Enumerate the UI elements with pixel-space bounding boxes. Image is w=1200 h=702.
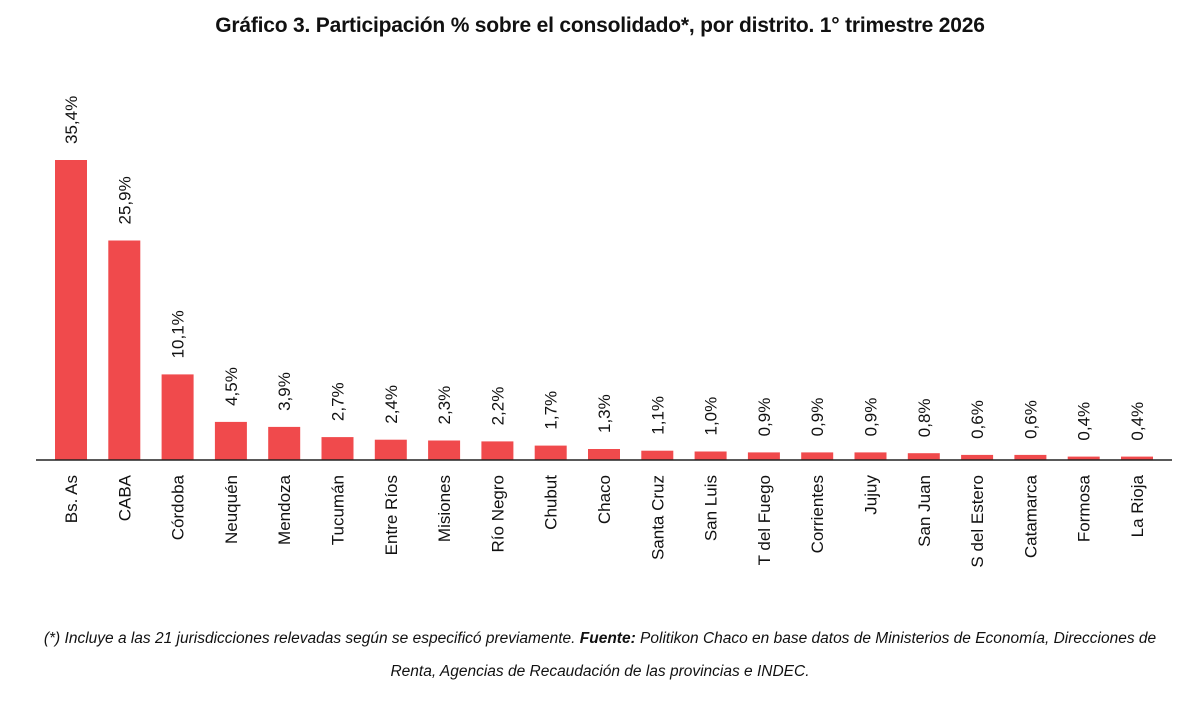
category-label: T del Fuego: [755, 475, 774, 565]
bar-value-label: 0,4%: [1128, 402, 1147, 441]
bar-value-label: 2,2%: [488, 387, 507, 426]
bar: [907, 453, 940, 460]
footnote-note: (*) Incluye a las 21 jurisdicciones rele…: [43, 630, 576, 647]
bar-value-label: 0,6%: [968, 400, 987, 439]
bar-value-label: 0,9%: [862, 398, 881, 437]
bar-value-label: 0,8%: [915, 398, 934, 437]
bar: [268, 426, 301, 460]
bar: [108, 240, 141, 460]
bar: [1121, 456, 1153, 460]
bar-value-label: 2,7%: [329, 382, 348, 421]
category-label: Santa Cruz: [648, 475, 667, 560]
category-label: Chaco: [595, 475, 614, 524]
bars-layer: [55, 160, 1153, 460]
category-label: La Rioja: [1128, 474, 1147, 537]
bar: [481, 441, 514, 460]
category-label: Catamarca: [1021, 474, 1040, 558]
bar-value-label: 1,1%: [648, 396, 667, 435]
category-label: Neuquén: [222, 475, 241, 544]
bar: [747, 452, 780, 460]
bar: [694, 451, 727, 460]
footnote-source-label: Fuente:: [579, 630, 636, 647]
chart-title: Gráfico 3. Participación % sobre el cons…: [215, 14, 985, 37]
category-label: San Juan: [915, 475, 934, 547]
footnote-source-text: Politikon Chaco en base datos de Ministe…: [390, 630, 1157, 680]
category-label: Mendoza: [275, 474, 294, 544]
bar-value-label: 1,7%: [542, 391, 561, 430]
bar: [801, 452, 834, 460]
category-label: Jujuy: [862, 475, 881, 515]
bar: [588, 449, 620, 460]
category-label: Formosa: [1075, 474, 1094, 542]
category-label: Corrientes: [808, 475, 827, 553]
category-label: Bs. As: [62, 475, 81, 523]
category-label: Río Negro: [488, 475, 507, 552]
category-label: Tucumán: [329, 475, 348, 545]
footnote: (*) Incluye a las 21 jurisdicciones rele…: [30, 622, 1170, 688]
bar: [1067, 456, 1100, 460]
bar: [214, 421, 247, 460]
value-labels-layer: 35,4% 25,9% 10,1% 4,5% 3,9% 2,7% 2,4% 2,3% 2,2% 1…: [62, 96, 1147, 441]
bar-value-label: 0,9%: [755, 398, 774, 437]
bar-value-label: 1,3%: [595, 394, 614, 433]
bar: [428, 440, 461, 460]
category-label: Entre Ríos: [382, 475, 401, 555]
bar: [534, 445, 567, 460]
bar: [161, 374, 194, 460]
category-labels-layer: Bs. As CABA Córdoba Neuquén Mendoza Tucumán En…: [62, 474, 1147, 567]
bar-value-label: 1,0%: [702, 397, 721, 436]
bar-value-label: 2,4%: [382, 385, 401, 424]
category-label: Misiones: [435, 475, 454, 542]
bar-value-label: 10,1%: [169, 310, 188, 358]
category-label: Chubut: [542, 475, 561, 530]
bar-value-label: 0,6%: [1021, 400, 1040, 439]
bar: [641, 450, 674, 460]
bar: [854, 452, 887, 460]
bar-value-label: 2,3%: [435, 386, 454, 425]
bar: [374, 439, 407, 460]
bar-value-label: 4,5%: [222, 367, 241, 406]
bar: [321, 437, 354, 460]
bar-value-label: 35,4%: [62, 96, 81, 144]
category-label: S del Estero: [968, 475, 987, 568]
bar: [961, 454, 994, 460]
category-label: San Luis: [702, 475, 721, 541]
bar-value-label: 3,9%: [275, 372, 294, 411]
bar-value-label: 0,4%: [1075, 402, 1094, 441]
bar: [1014, 454, 1047, 460]
bar-value-label: 25,9%: [115, 176, 134, 224]
bar-value-label: 0,9%: [808, 398, 827, 437]
category-label: CABA: [115, 474, 134, 521]
category-label: Córdoba: [169, 474, 188, 540]
bar: [55, 160, 87, 460]
